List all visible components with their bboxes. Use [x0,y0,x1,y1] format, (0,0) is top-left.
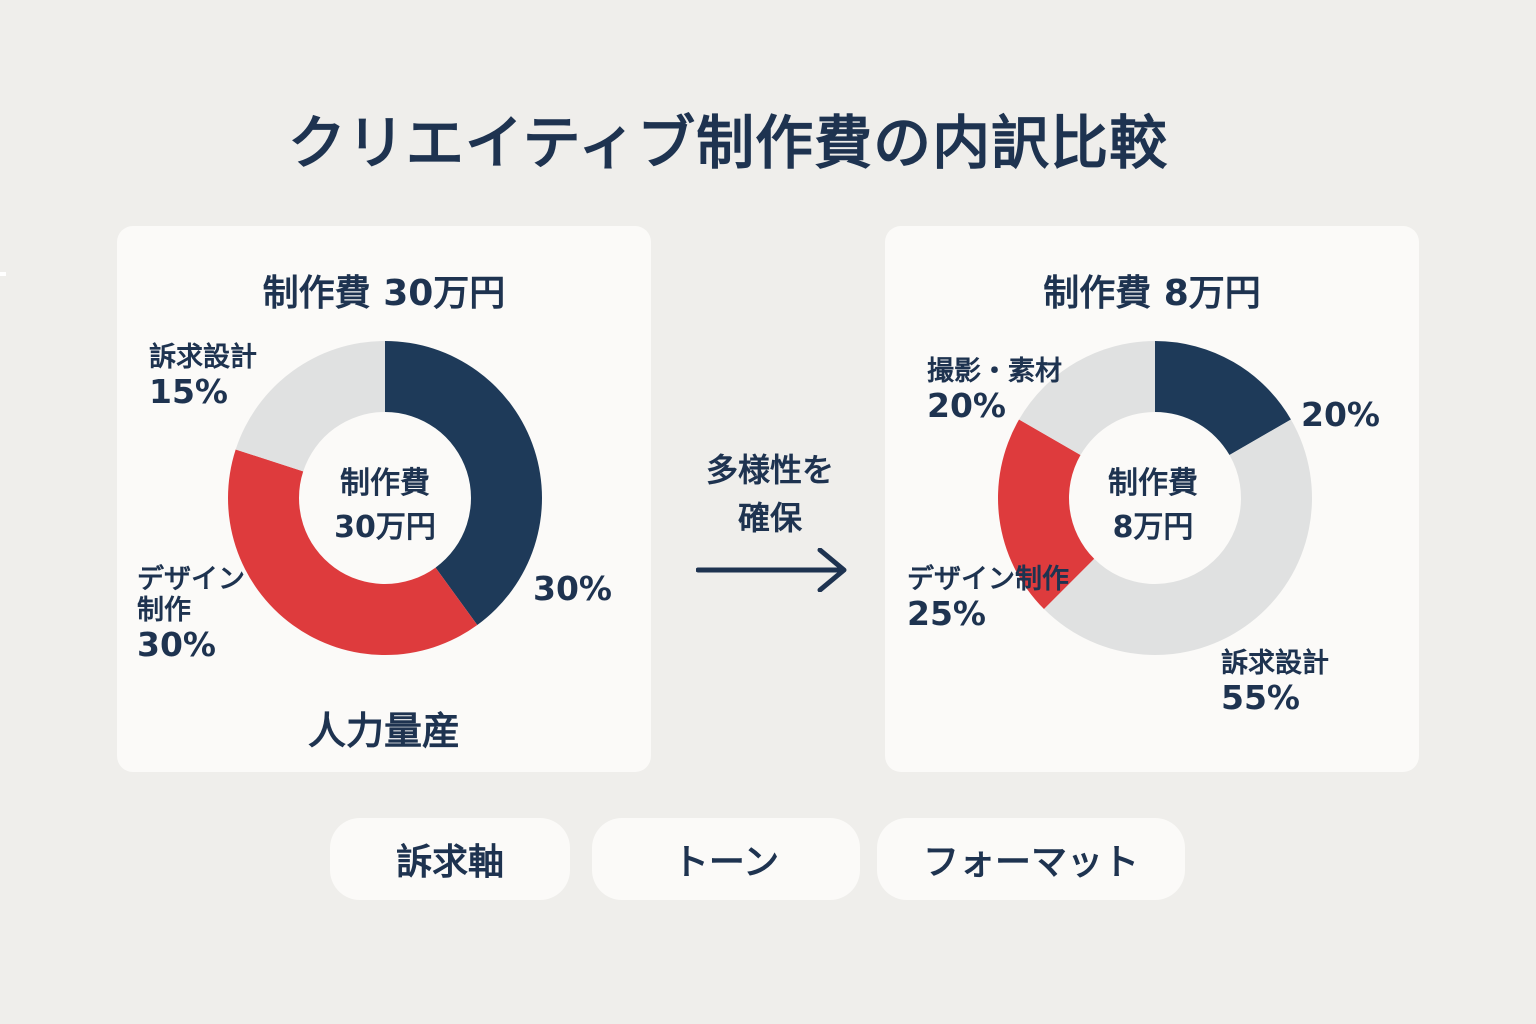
donut-chart-after [998,341,1312,656]
chart-title-after: 制作費 8万円 [1043,273,1261,314]
label-name: デザイン制作 [907,564,1069,595]
donut-chart-before [228,341,542,655]
label-percent: 15% [149,372,228,412]
center-label-line2: 30万円 [334,510,436,545]
chip-format[interactable]: フォーマット [877,818,1185,900]
label-navy-after: 20% [1301,396,1380,434]
donut-slice-1 [1043,419,1312,656]
donut-slice-0 [1155,341,1291,455]
transition-line1: 多様性を [705,451,834,489]
donut-slice-3 [1019,341,1155,455]
center-label-before: 制作費 30万円 [310,462,460,550]
center-label-line1: 制作費 [340,466,430,501]
page-title: クリエイティブ制作費の内訳比較 [287,109,1169,177]
right-arrow-icon [696,548,847,592]
chart-title-before: 制作費 30万円 [262,273,506,314]
label-navy-before: 30% [533,570,612,608]
center-label-line1: 制作費 [1108,466,1198,501]
center-label-after: 制作費 8万円 [1078,462,1228,550]
label-percent: 20% [1301,395,1380,434]
label-percent: 25% [907,594,986,634]
label-name: 訴求設計 [1221,648,1329,679]
label-percent: 30% [533,569,612,608]
chip-tone[interactable]: トーン [592,818,860,900]
label-photo-after: 撮影・素材 20% [927,356,1062,425]
transition-label: 多様性を 確保 [690,446,850,542]
label-name: デザイン [137,564,245,595]
label-appeal-after: 訴求設計 55% [1221,648,1329,717]
label-name: 撮影・素材 [927,356,1062,387]
card-after: 制作費 8万円 制作費 8万円 撮影・素材 20% 20% デザイン制作 25%… [885,226,1419,772]
label-percent: 55% [1221,678,1300,718]
label-percent: 30% [137,625,216,665]
card-before: 制作費 30万円 制作費 30万円 訴求設計 15% デザイン 制作 30% 3… [117,226,651,772]
label-name: 訴求設計 [149,342,257,373]
donut-slice-2 [998,419,1095,610]
label-design-after: デザイン制作 25% [907,564,1069,633]
label-percent: 20% [927,386,1006,426]
label-appeal-before: 訴求設計 15% [149,342,257,411]
label-name: 制作 [137,595,191,627]
chip-appeal-axis[interactable]: 訴求軸 [330,818,570,900]
transition-line2: 確保 [737,499,802,537]
donut-slice-0 [385,341,542,626]
center-label-line2: 8万円 [1112,510,1194,545]
donut-slice-1 [228,449,478,655]
edge-mark [0,272,6,276]
footer-label-before: 人力量産 [307,709,460,753]
donut-slice-2 [235,341,385,472]
label-design-before: デザイン 制作 30% [137,564,245,664]
